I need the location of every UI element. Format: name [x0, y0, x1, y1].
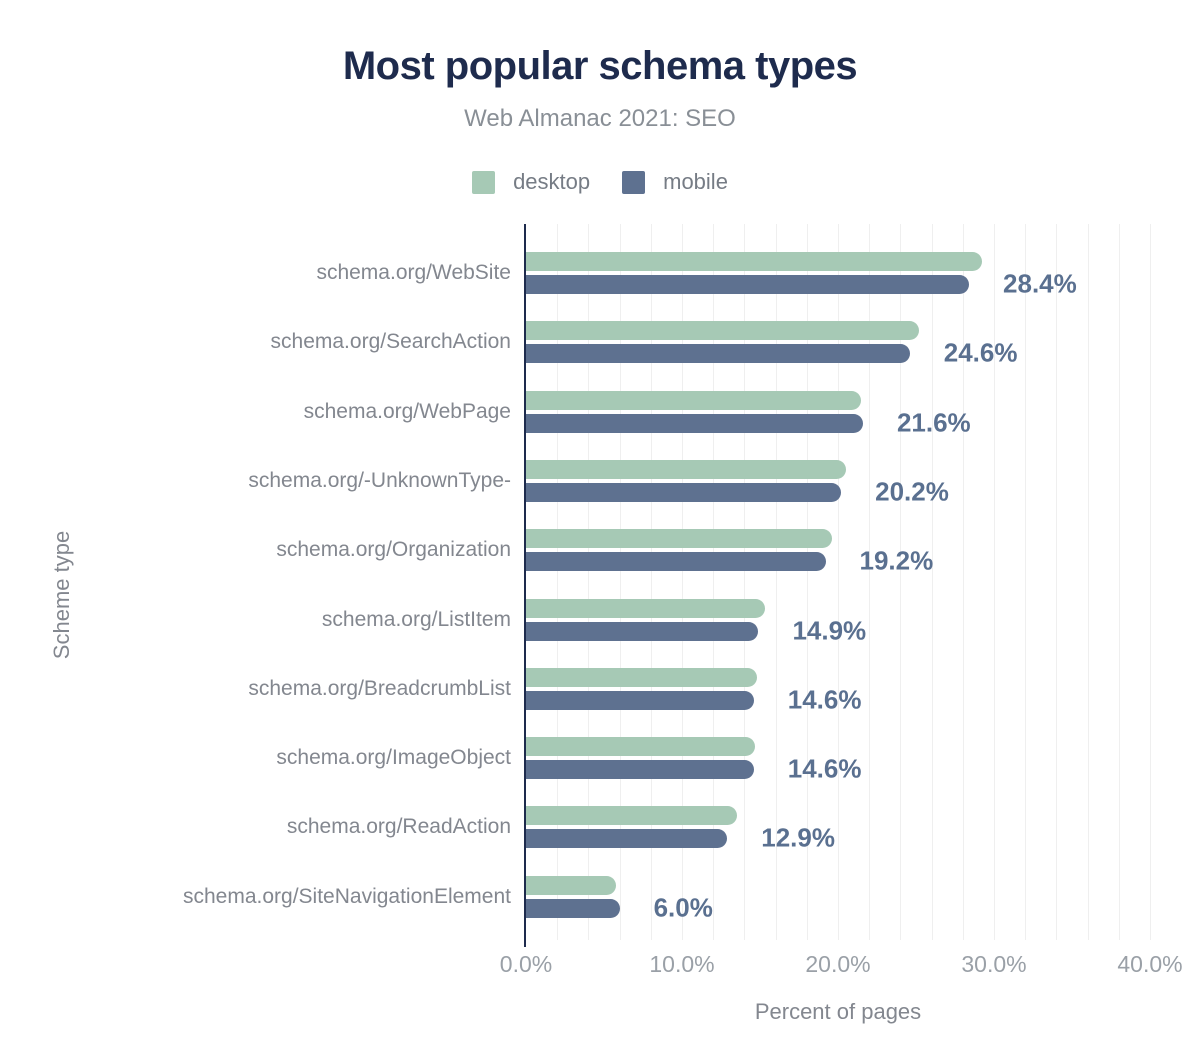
value-label: 6.0%	[653, 892, 713, 923]
bar-desktop	[526, 667, 757, 687]
gridline	[682, 224, 683, 940]
legend-label-desktop: desktop	[513, 169, 591, 194]
bar-desktop	[526, 598, 765, 618]
bar-desktop	[526, 529, 832, 549]
bar-desktop	[526, 737, 756, 757]
gridline	[650, 224, 652, 940]
gridline	[775, 224, 777, 940]
gridline	[1025, 224, 1027, 940]
gridline	[900, 224, 902, 940]
gridline	[806, 224, 808, 940]
desktop-swatch-icon	[472, 170, 496, 194]
category-label: schema.org/ReadAction	[286, 815, 511, 839]
x-tick-label: 20.0%	[805, 951, 871, 977]
y-axis-line	[524, 224, 526, 948]
bar-mobile	[526, 760, 754, 780]
bar-mobile	[526, 621, 759, 641]
category-label: schema.org/Organization	[276, 538, 511, 562]
x-axis-title: Percent of pages	[754, 999, 922, 1024]
value-label: 20.2%	[875, 476, 949, 507]
gridline	[1056, 224, 1058, 940]
legend-item-mobile: mobile	[622, 169, 728, 195]
gridline	[744, 224, 746, 940]
x-tick-label: 30.0%	[961, 951, 1027, 977]
gridline	[869, 224, 871, 940]
legend-item-desktop: desktop	[472, 169, 590, 195]
value-label: 28.4%	[1003, 268, 1077, 299]
bar-mobile	[526, 898, 620, 918]
bar-desktop	[526, 321, 920, 341]
value-label: 24.6%	[943, 337, 1018, 368]
gridline	[1118, 224, 1120, 940]
bar-mobile	[526, 344, 910, 364]
chart-subtitle: Web Almanac 2021: SEO	[464, 105, 736, 132]
gridline	[619, 224, 621, 940]
plot-area: schema.org/WebSite 28.4% schema.org/Search…	[183, 224, 1183, 977]
gridline	[1087, 224, 1089, 940]
gridline	[838, 224, 839, 940]
bar-mobile	[526, 275, 970, 294]
category-label: schema.org/-UnknownType-	[248, 468, 511, 492]
gridline	[994, 224, 995, 940]
value-label: 21.6%	[896, 407, 971, 438]
category-label: schema.org/SiteNavigationElement	[182, 884, 511, 908]
value-label: 12.9%	[761, 822, 835, 853]
bar-mobile	[526, 482, 842, 502]
bar-desktop	[526, 875, 617, 895]
mobile-swatch-icon	[622, 170, 646, 194]
gridline	[713, 224, 715, 940]
bar-desktop	[526, 390, 862, 410]
bar-mobile	[526, 552, 826, 572]
category-label: schema.org/WebPage	[303, 399, 511, 423]
gridline	[588, 224, 590, 940]
bar-mobile	[526, 690, 754, 710]
gridline	[962, 224, 964, 940]
value-label: 14.9%	[792, 615, 867, 645]
y-axis-title: Scheme type	[49, 530, 74, 660]
bar-mobile	[526, 829, 728, 849]
legend: desktop mobile	[0, 169, 1200, 195]
chart-title: Most popular schema types	[342, 44, 858, 88]
gridline	[931, 224, 933, 940]
value-label: 14.6%	[787, 684, 862, 715]
category-label: schema.org/ListItem	[321, 607, 511, 631]
gridline	[1150, 224, 1151, 940]
bar-desktop	[526, 806, 737, 826]
bar-desktop	[526, 459, 846, 479]
category-label: schema.org/BreadcrumbList	[248, 676, 511, 700]
value-label: 14.6%	[787, 753, 862, 784]
category-label: schema.org/WebSite	[316, 261, 511, 284]
gridline	[557, 224, 559, 940]
x-tick-label: 10.0%	[649, 951, 715, 977]
x-tick-label: 40.0%	[1117, 951, 1183, 977]
value-label: 19.2%	[859, 545, 934, 576]
category-label: schema.org/SearchAction	[270, 330, 511, 354]
bar-desktop	[526, 252, 982, 271]
category-label: schema.org/ImageObject	[276, 746, 511, 770]
bar-mobile	[526, 413, 863, 433]
x-tick-label: 0.0%	[499, 951, 553, 977]
legend-label-mobile: mobile	[663, 169, 728, 194]
